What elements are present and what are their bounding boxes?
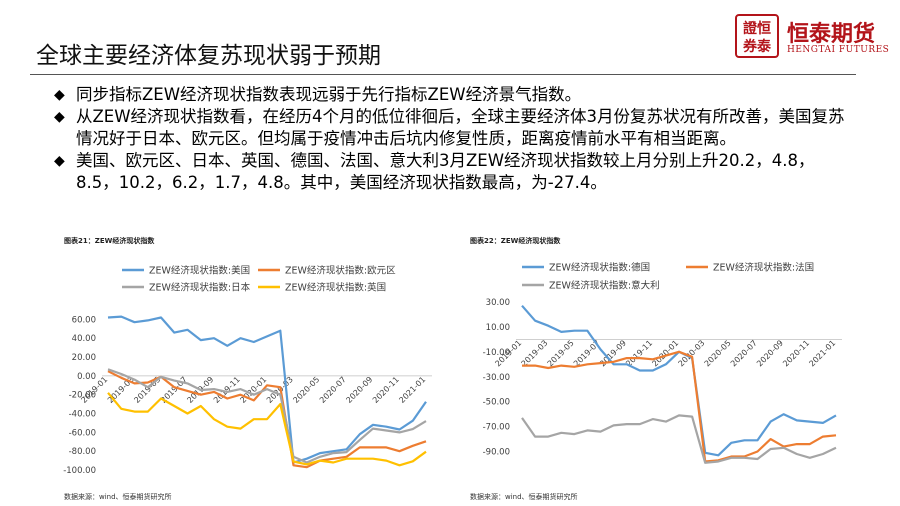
header-divider: [30, 74, 856, 75]
y-tick-label: -20.00: [69, 391, 96, 401]
company-name: 恒泰期货: [787, 22, 876, 47]
zew-chart-left: ZEW经济现状指数:美国 ZEW经济现状指数:欧元区 ZEW经济现状指数:日本 ZEW…: [63, 265, 432, 476]
chart-caption-left: 图表21：ZEW经济现状指数: [64, 237, 155, 245]
y-tick-label: -60.00: [69, 428, 96, 438]
company-name-en: HENGTAI FUTURES: [787, 45, 890, 55]
x-tick-label: 2021-01: [807, 338, 837, 368]
bullet-item: ◆ 从ZEW经济现状指数看，在经历4个月的低位徘徊后，全球主要经济体3月份复苏状…: [54, 106, 854, 150]
y-tick-label: -70.00: [483, 423, 510, 433]
chart-source-right: 数据来源：wind、恒泰期货研究所: [470, 493, 578, 501]
x-tick-label: 2020-05: [291, 375, 321, 405]
legend-label: ZEW经济现状指数:德国: [549, 262, 650, 274]
legend-label: ZEW经济现状指数:意大利: [549, 280, 660, 292]
y-tick-label: -40.00: [69, 410, 96, 420]
x-tick-label: 2020-05: [703, 338, 733, 368]
series-line: [107, 368, 427, 464]
chart-source-left: 数据来源：wind、恒泰期货研究所: [64, 493, 172, 501]
bullet-item: ◆ 同步指标ZEW经济现状指数表现远弱于先行指标ZEW经济景气指数。: [54, 84, 854, 106]
svg-text:證恒: 證恒: [743, 20, 771, 37]
legend-entry: ZEW经济现状指数:法国: [686, 262, 814, 274]
series-line: [107, 315, 427, 464]
legend-entry: ZEW经济现状指数:美国: [122, 265, 250, 277]
y-tick-label: 10.00: [486, 323, 510, 333]
bullet-text: 同步指标ZEW经济现状指数表现远弱于先行指标ZEW经济景气指数。: [76, 85, 582, 104]
x-tick-label: 2019-05: [546, 338, 576, 368]
x-tick-label: 2019-11: [624, 338, 654, 368]
x-tick-label: 2020-07: [318, 375, 348, 405]
legend-entry: ZEW经济现状指数:日本: [122, 282, 251, 294]
x-tick-label: 2021-01: [397, 375, 427, 405]
bullet-item: ◆ 美国、欧元区、日本、英国、德国、法国、意大利3月ZEW经济现状指数较上月分别…: [54, 150, 854, 194]
x-tick-label: 2020-11: [371, 375, 401, 405]
diamond-bullet-icon: ◆: [54, 109, 65, 125]
y-tick-label: -30.00: [483, 373, 510, 383]
y-tick-label: -80.00: [69, 447, 96, 457]
bullet-text: 美国、欧元区、日本、英国、德国、法国、意大利3月ZEW经济现状指数较上月分别上升…: [76, 151, 815, 192]
diamond-bullet-icon: ◆: [54, 153, 65, 169]
zew-chart-right: ZEW经济现状指数:德国 ZEW经济现状指数:法国 ZEW经济现状指数:意大利 30.…: [483, 262, 842, 464]
company-seal-icon: 證恒 券泰: [735, 14, 779, 58]
legend-label: ZEW经济现状指数:英国: [285, 282, 386, 294]
legend-entry: ZEW经济现状指数:德国: [522, 262, 650, 274]
y-tick-label: -90.00: [483, 448, 510, 458]
legend-label: ZEW经济现状指数:美国: [149, 265, 250, 277]
y-tick-label: -100.00: [63, 466, 96, 476]
legend-entry: ZEW经济现状指数:意大利: [522, 280, 660, 292]
y-tick-label: 20.00: [72, 353, 96, 363]
diamond-bullet-icon: ◆: [54, 87, 65, 103]
legend-label: ZEW经济现状指数:日本: [149, 282, 251, 294]
legend-entry: ZEW经济现状指数:欧元区: [258, 265, 396, 277]
company-logo: 證恒 券泰 恒泰期货 HENGTAI FUTURES: [735, 14, 895, 66]
y-tick-label: 30.00: [486, 298, 510, 308]
bullet-text: 从ZEW经济现状指数看，在经历4个月的低位徘徊后，全球主要经济体3月份复苏状况有…: [76, 107, 845, 148]
y-tick-label: -50.00: [483, 398, 510, 408]
svg-text:券泰: 券泰: [743, 38, 772, 55]
y-tick-label: 0.00: [77, 372, 96, 382]
bullet-list: ◆ 同步指标ZEW经济现状指数表现远弱于先行指标ZEW经济景气指数。 ◆ 从ZE…: [54, 84, 854, 194]
y-tick-label: 60.00: [72, 315, 96, 325]
x-tick-label: 2019-03: [520, 338, 550, 368]
x-tick-label: 2020-11: [781, 338, 811, 368]
legend-label: ZEW经济现状指数:欧元区: [285, 265, 396, 277]
page-title: 全球主要经济体复苏现状弱于预期: [36, 43, 381, 69]
legend-entry: ZEW经济现状指数:英国: [258, 282, 386, 294]
series-line: [107, 392, 427, 467]
x-tick-label: 2020-09: [755, 338, 785, 368]
y-tick-label: 40.00: [72, 334, 96, 344]
chart-caption-right: 图表22：ZEW经济现状指数: [470, 237, 561, 245]
y-tick-label: -10.00: [483, 348, 510, 358]
series-line: [522, 350, 837, 463]
series-line: [521, 414, 837, 464]
x-tick-label: 2020-09: [344, 375, 374, 405]
x-tick-label: 2020-07: [729, 338, 759, 368]
legend-label: ZEW经济现状指数:法国: [713, 262, 814, 274]
